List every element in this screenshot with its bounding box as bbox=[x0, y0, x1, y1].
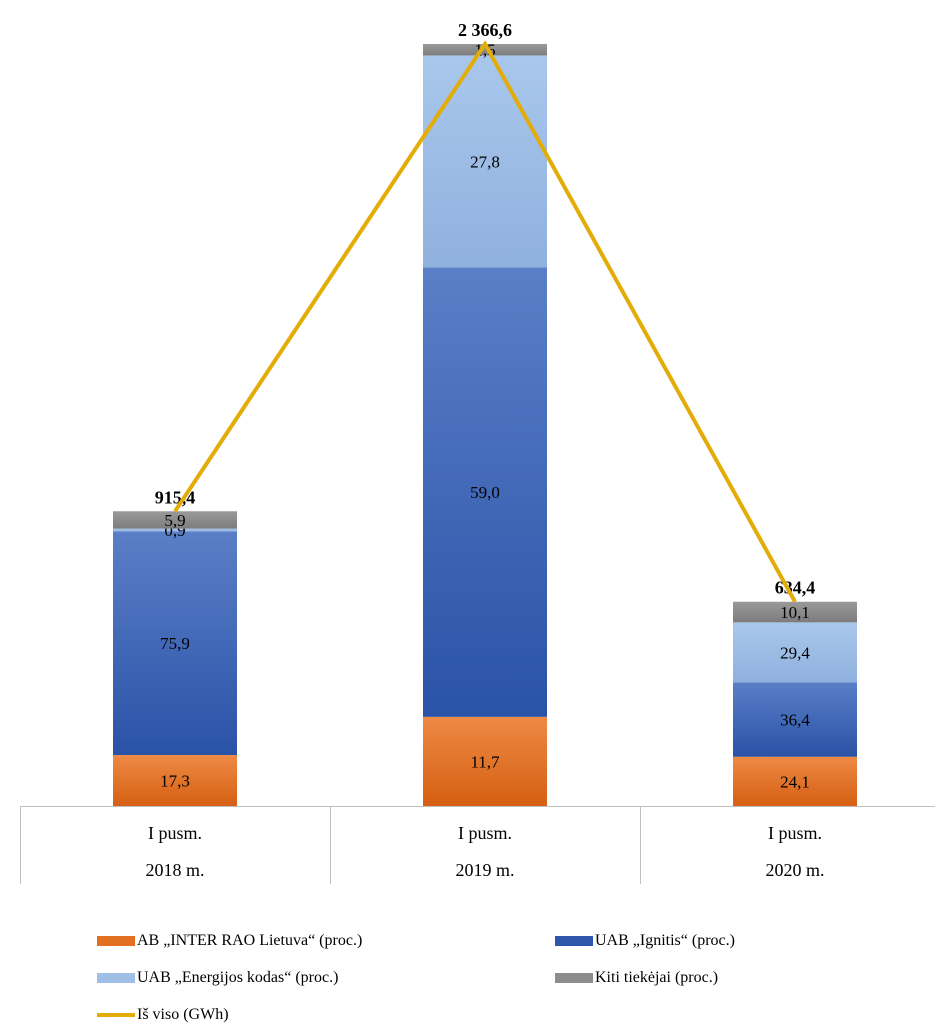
total-label-1: 2 366,6 bbox=[458, 20, 512, 40]
x-tick-label-2-1: 2020 m. bbox=[765, 860, 824, 880]
bar-segment-energijos-kodas-1 bbox=[423, 55, 547, 268]
bar-segment-inter-rao-2 bbox=[733, 756, 857, 806]
total-label-0: 915,4 bbox=[155, 487, 196, 507]
data-label-ignitis-1: 59,0 bbox=[470, 483, 500, 502]
data-label-ignitis-2: 36,4 bbox=[780, 711, 810, 730]
total-label-2: 634,4 bbox=[775, 578, 816, 598]
bar-segment-ignitis-0 bbox=[113, 531, 237, 756]
bar-segment-ignitis-1 bbox=[423, 267, 547, 717]
data-label-inter-rao-0: 17,3 bbox=[160, 772, 190, 791]
data-label-ignitis-0: 75,9 bbox=[160, 634, 190, 653]
total-line bbox=[173, 40, 797, 603]
bar-segment-energijos-kodas-0 bbox=[113, 528, 237, 532]
data-label-energijos-kodas-2: 29,4 bbox=[780, 643, 810, 662]
x-tick-label-1-0: I pusm. bbox=[458, 823, 512, 843]
bar-segment-inter-rao-1 bbox=[423, 716, 547, 806]
bar-segment-ignitis-2 bbox=[733, 682, 857, 757]
x-tick-label-0-1: 2018 m. bbox=[145, 860, 204, 880]
bar-segment-kiti-0 bbox=[113, 511, 237, 529]
data-label-kiti-0: 5,9 bbox=[164, 511, 185, 530]
data-label-energijos-kodas-1: 27,8 bbox=[470, 152, 500, 171]
data-label-kiti-2: 10,1 bbox=[780, 603, 810, 622]
x-tick-label-2-0: I pusm. bbox=[768, 823, 822, 843]
bar-segment-inter-rao-0 bbox=[113, 755, 237, 806]
bar-segment-energijos-kodas-2 bbox=[733, 622, 857, 683]
x-tick-label-1-1: 2019 m. bbox=[455, 860, 514, 880]
data-label-inter-rao-2: 24,1 bbox=[780, 772, 810, 791]
bar-segment-kiti-2 bbox=[733, 601, 857, 623]
bar-segment-kiti-1 bbox=[423, 44, 547, 56]
x-tick-label-0-0: I pusm. bbox=[148, 823, 202, 843]
data-label-inter-rao-1: 11,7 bbox=[470, 752, 500, 771]
